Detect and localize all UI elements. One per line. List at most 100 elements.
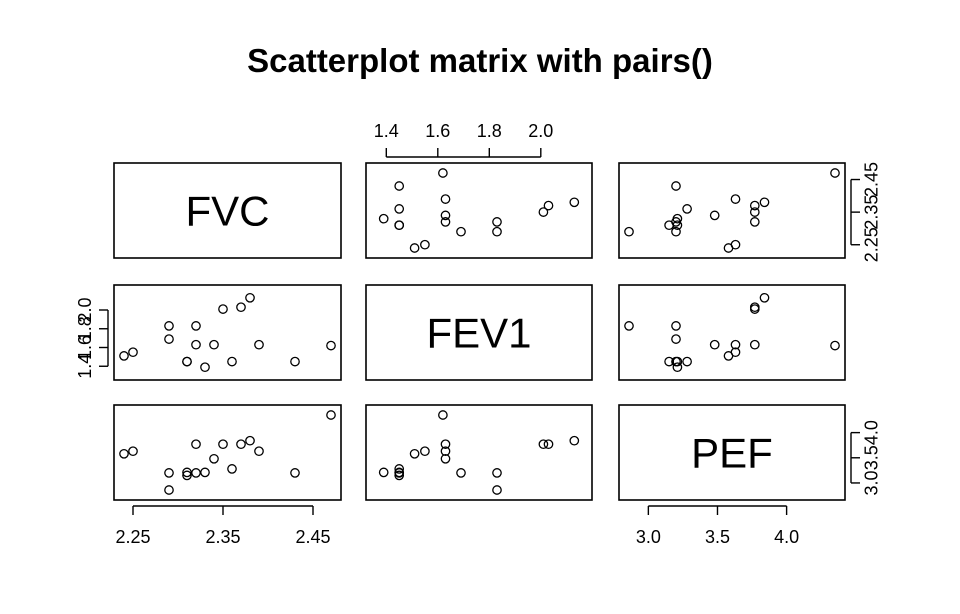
y-tick-label: 3.0 (862, 470, 882, 495)
data-point (394, 467, 405, 478)
data-point (209, 339, 219, 350)
data-point (438, 410, 448, 420)
data-point (209, 453, 219, 464)
data-point (664, 220, 674, 231)
data-point (420, 446, 430, 457)
data-point (759, 197, 770, 208)
data-point (830, 168, 840, 178)
data-point (254, 339, 264, 350)
y-axis-fvc-right: 2.252.352.45 (850, 162, 882, 262)
panel-border (365, 162, 593, 259)
panel-fvc-fev1 (365, 162, 593, 259)
data-point (191, 439, 201, 450)
data-point (236, 302, 246, 313)
data-point (218, 304, 228, 314)
data-point (326, 340, 336, 351)
data-point (749, 200, 760, 211)
panel-fvc-fvc: FVC (113, 162, 342, 259)
x-tick-label: 1.4 (374, 121, 399, 141)
data-point (749, 339, 760, 350)
data-point (128, 446, 138, 457)
panel-fev1-fvc (113, 284, 342, 381)
panel-border (113, 162, 342, 259)
data-point (672, 213, 683, 224)
data-point (191, 468, 201, 478)
data-point (164, 334, 174, 344)
data-point (671, 226, 681, 237)
data-point (538, 207, 549, 217)
data-point (709, 210, 720, 221)
data-point (236, 439, 246, 450)
panel-border (618, 162, 846, 259)
data-point (759, 292, 770, 303)
data-point (671, 181, 681, 191)
diagonal-label-pef: PEF (691, 430, 773, 477)
x-tick-label: 2.45 (295, 527, 330, 547)
data-point (749, 304, 760, 314)
x-tick-label: 2.35 (205, 527, 240, 547)
x-tick-label: 1.8 (477, 121, 502, 141)
data-point (394, 464, 405, 474)
data-point (200, 362, 210, 373)
panel-fev1-fev1: FEV1 (365, 284, 593, 381)
data-point (672, 356, 683, 367)
data-point (182, 470, 192, 481)
data-point (409, 448, 420, 459)
data-point (538, 439, 549, 450)
diagonal-label-fvc: FVC (186, 188, 270, 235)
data-point (440, 194, 451, 204)
data-point (440, 446, 451, 457)
panel-pef-fev1 (365, 404, 593, 501)
data-point (440, 439, 451, 450)
data-point (624, 226, 634, 237)
panel-pef-fvc (113, 404, 342, 501)
panel-border (365, 284, 593, 381)
chart-title: Scatterplot matrix with pairs() (247, 42, 713, 79)
y-tick-label: 1.8 (75, 316, 95, 341)
data-point (723, 243, 734, 253)
data-point (290, 356, 300, 367)
data-point (543, 200, 554, 211)
x-tick-label: 3.0 (636, 527, 661, 547)
data-point (672, 362, 683, 373)
panel-fvc-pef (618, 162, 846, 259)
data-point (254, 446, 264, 457)
data-point (709, 339, 720, 350)
data-point (682, 204, 692, 214)
data-point (749, 217, 760, 227)
x-tick-label: 2.25 (115, 527, 150, 547)
data-point (394, 220, 405, 231)
data-point (394, 181, 405, 191)
data-point (164, 321, 174, 331)
data-point (191, 321, 201, 331)
data-point (128, 347, 138, 358)
y-tick-label: 4.0 (862, 420, 882, 445)
panel-border (618, 284, 846, 381)
data-point (290, 468, 300, 478)
data-point (672, 220, 683, 231)
data-point (569, 435, 580, 446)
data-point (730, 339, 741, 350)
data-point (492, 485, 502, 495)
y-tick-label: 1.6 (75, 335, 95, 360)
x-axis-pef-bottom: 3.0 3.5 4.0 (636, 505, 799, 547)
data-point (378, 213, 389, 224)
y-tick-label: 2.45 (862, 162, 882, 197)
y-tick-label: 2.0 (75, 297, 95, 322)
y-tick-label: 2.25 (862, 227, 882, 262)
data-point (200, 467, 210, 478)
data-point (438, 168, 448, 178)
y-axis-pef-right: 3.03.54.0 (850, 420, 882, 495)
panel-border (113, 404, 342, 501)
y-tick-label: 3.5 (862, 445, 882, 470)
x-tick-label: 4.0 (774, 527, 799, 547)
data-point (440, 453, 451, 464)
y-tick-label: 1.4 (75, 354, 95, 379)
data-point (164, 468, 174, 478)
data-point (569, 197, 580, 208)
data-point (492, 217, 502, 227)
data-point (492, 226, 502, 237)
data-point (671, 321, 681, 331)
